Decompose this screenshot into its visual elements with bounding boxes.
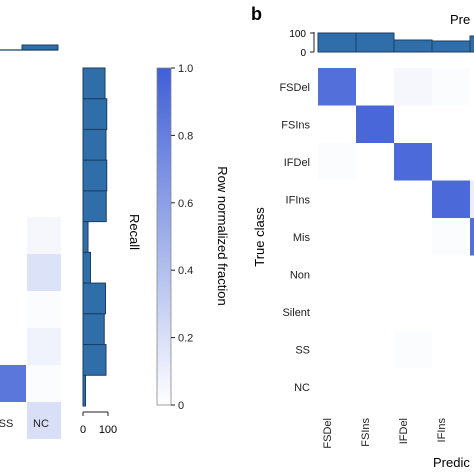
row-label: NC xyxy=(294,382,310,394)
heatmap-cell xyxy=(27,291,61,328)
top-hist-bar xyxy=(317,32,357,53)
b-hist-tick-label: 0 xyxy=(300,48,306,59)
x-tick-label: SS xyxy=(0,418,13,430)
row-label: IFIns xyxy=(286,194,311,206)
recall-bar xyxy=(82,282,106,315)
panel-b-top-title: Pre xyxy=(450,12,470,27)
recall-tick-label: 0 xyxy=(80,424,86,436)
colorbar-label: Row normalized fraction xyxy=(215,166,230,305)
col-label: IFIns xyxy=(436,418,448,443)
colorbar-tick-label: 0.8 xyxy=(178,130,193,142)
col-label: FSIns xyxy=(360,418,372,447)
recall-bar xyxy=(82,190,107,223)
col-label: IFDel xyxy=(398,418,410,444)
top-hist-bar xyxy=(469,35,474,53)
row-label: Mis xyxy=(293,232,311,244)
colorbar xyxy=(156,67,172,406)
row-label: Silent xyxy=(282,307,310,319)
recall-bar xyxy=(82,128,107,161)
recall-bar xyxy=(82,98,108,130)
heatmap-cell xyxy=(394,143,432,181)
recall-axis-label: Recall xyxy=(127,214,142,250)
heatmap-cell xyxy=(27,402,61,439)
heatmap-cell xyxy=(318,143,356,181)
panel-a-top-bar xyxy=(21,44,59,51)
heatmap-cell xyxy=(394,68,432,106)
recall-bar xyxy=(82,221,89,253)
recall-tick-label: 100 xyxy=(99,424,117,436)
recall-histogram xyxy=(82,67,108,407)
heatmap-cell xyxy=(394,330,432,368)
recall-bar xyxy=(82,374,86,407)
panel-b-top-histogram xyxy=(317,32,474,53)
top-hist-bar xyxy=(393,39,433,53)
row-label: FSDel xyxy=(279,82,310,94)
colorbar-tick-label: 1.0 xyxy=(178,63,193,75)
panel-b-row-labels: FSDel FSIns IFDel IFIns Mis Non Silent SS NC xyxy=(279,82,310,394)
recall-bar xyxy=(82,159,108,192)
heatmap-cell xyxy=(470,180,474,218)
panel-a-heatmap xyxy=(0,217,61,439)
colorbar-tick-label: 0 xyxy=(178,400,184,412)
colorbar-tick-label: 0.4 xyxy=(178,265,193,277)
heatmap-cell xyxy=(318,68,356,106)
heatmap-cell xyxy=(432,180,470,218)
top-hist-bar xyxy=(431,40,471,53)
col-label: FSDel xyxy=(322,418,334,449)
row-label: FSIns xyxy=(281,119,310,131)
x-tick-label: NC xyxy=(33,418,49,430)
heatmap-cell xyxy=(470,218,474,256)
b-hist-tick-label: 100 xyxy=(289,29,306,40)
colorbar-tick-label: 0.6 xyxy=(178,198,193,210)
panel-b-col-labels: FSDel FSIns IFDel IFIns xyxy=(322,418,448,449)
heatmap-cell xyxy=(27,328,61,365)
heatmap-cell xyxy=(432,218,470,256)
top-hist-bar xyxy=(355,32,395,53)
row-label: IFDel xyxy=(284,157,310,169)
heatmap-cell xyxy=(432,68,470,106)
heatmap-cell xyxy=(0,365,26,402)
heatmap-cell xyxy=(27,254,61,291)
panel-label-b: b xyxy=(251,4,262,24)
row-label: SS xyxy=(295,344,310,356)
panel-a-x-tick-labels: SS NC xyxy=(0,418,49,430)
heatmap-cell xyxy=(356,105,394,143)
panel-b-xlabel: Predic xyxy=(433,455,470,470)
heatmap-cell xyxy=(27,217,61,254)
recall-bar xyxy=(82,313,105,346)
row-label: Non xyxy=(290,269,310,281)
recall-bar xyxy=(82,67,106,100)
panel-a-top-histogram xyxy=(0,44,59,51)
heatmap-cell xyxy=(27,365,61,402)
panel-b-heatmap xyxy=(318,68,474,368)
colorbar-tick-label: 0.2 xyxy=(178,333,193,345)
panel-b-ylabel: True class xyxy=(252,207,267,267)
recall-bar xyxy=(82,344,107,376)
colorbar-ticks: 0 0.2 0.4 0.6 0.8 1.0 xyxy=(171,63,193,412)
recall-bar xyxy=(82,251,91,284)
